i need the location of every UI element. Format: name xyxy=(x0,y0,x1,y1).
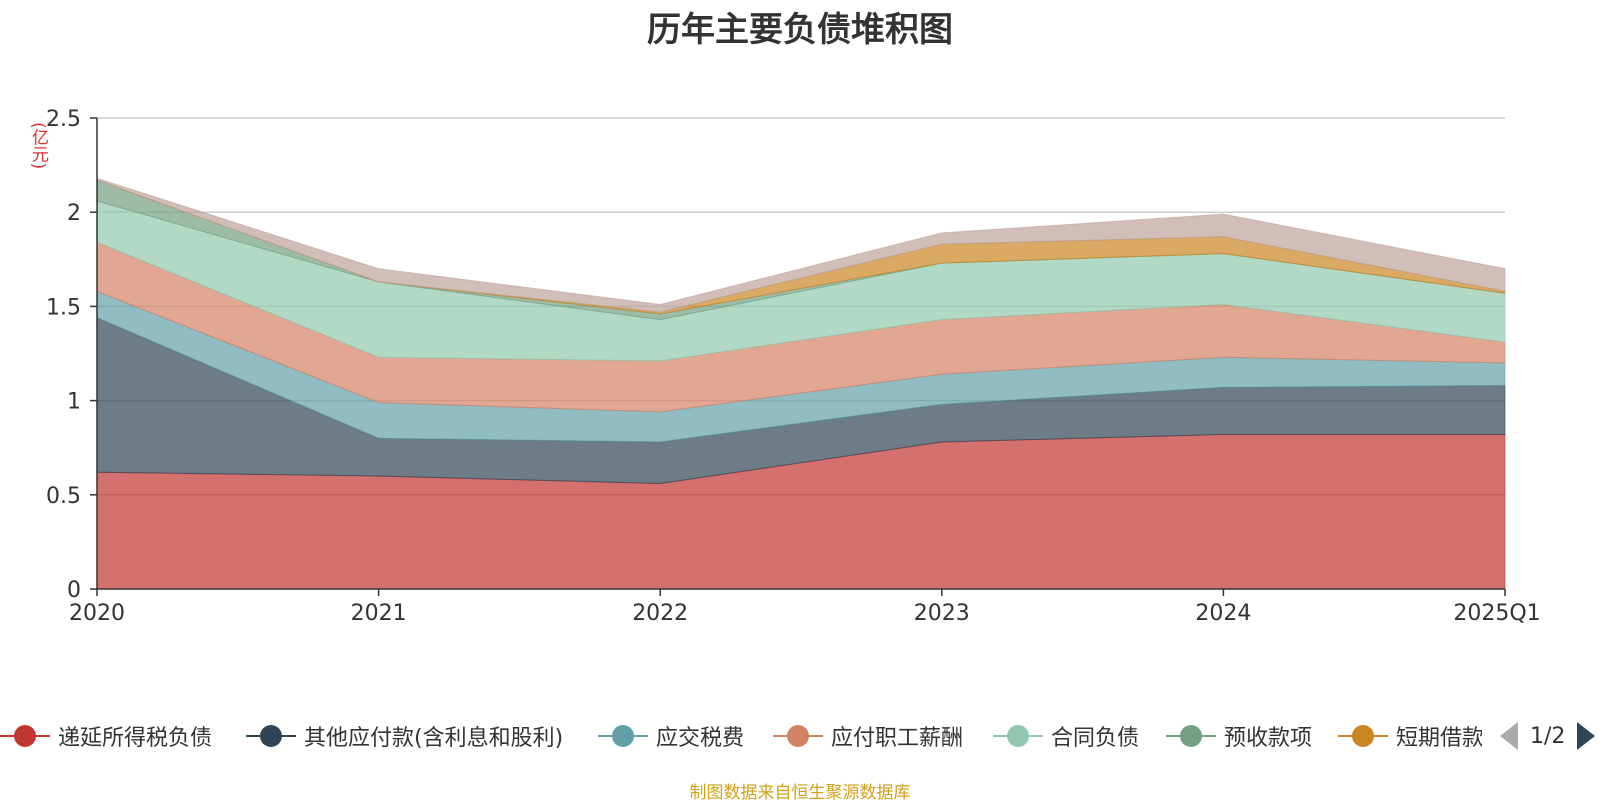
y-tick-label: 0.5 xyxy=(46,484,81,509)
legend-items: 递延所得税负债 其他应付款(含利息和股利) 应交税费 应付职工薪酬 合同负债 预收款项 短期… xyxy=(0,718,1482,754)
legend-marker-icon xyxy=(993,724,1043,748)
legend-label: 其他应付款(含利息和股利) xyxy=(304,726,564,751)
chart-title: 历年主要负债堆积图 xyxy=(647,10,953,50)
legend-item[interactable]: 预收款项 xyxy=(1166,718,1312,754)
legend-label: 应付职工薪酬 xyxy=(831,726,964,751)
prev-page-icon[interactable] xyxy=(1500,722,1518,750)
legend-item[interactable]: 应交税费 xyxy=(598,718,744,754)
legend-item[interactable]: 递延所得税负债 xyxy=(0,718,212,754)
y-tick-label: 2.5 xyxy=(46,107,81,132)
legend-marker-icon xyxy=(1166,724,1216,748)
legend-label: 预收款项 xyxy=(1224,726,1313,751)
legend-label: 递延所得税负债 xyxy=(58,726,213,751)
legend-item[interactable]: 其他应付款(含利息和股利) xyxy=(246,718,563,754)
legend-marker-icon xyxy=(773,724,823,748)
x-tick-label: 2023 xyxy=(914,601,970,626)
x-tick-label: 2025Q1 xyxy=(1453,601,1540,626)
chart-plot: 0 0.5 1 1.5 2 2.5 2020 2021 2022 2023 2024 2025Q1 xyxy=(46,107,1541,626)
legend-pager: 1/2 xyxy=(1500,718,1596,754)
legend-page-indicator: 1/2 xyxy=(1530,723,1566,749)
x-tick-label: 2022 xyxy=(632,601,688,626)
x-tick-label: 2020 xyxy=(69,601,125,626)
legend-item[interactable]: 合同负债 xyxy=(993,718,1139,754)
y-tick-label: 1.5 xyxy=(46,295,81,320)
legend-marker-icon xyxy=(598,724,648,748)
x-tick-label: 2021 xyxy=(351,601,407,626)
y-tick-label: 2 xyxy=(67,201,81,226)
legend-label: 应交税费 xyxy=(656,726,745,751)
legend-label: 短期借款 xyxy=(1396,726,1482,751)
next-page-icon[interactable] xyxy=(1577,722,1596,750)
y-axis-unit: (亿元) xyxy=(28,122,48,170)
x-tick-label: 2024 xyxy=(1195,601,1251,626)
y-tick-label: 1 xyxy=(67,390,81,415)
source-note: 制图数据来自恒生聚源数据库 xyxy=(689,783,911,803)
legend-item[interactable]: 应付职工薪酬 xyxy=(773,718,963,754)
legend-marker-icon xyxy=(246,724,296,748)
legend: 递延所得税负债 其他应付款(含利息和股利) 应交税费 应付职工薪酬 合同负债 预收款项 短期… xyxy=(0,718,1600,754)
y-tick-label: 0 xyxy=(67,578,81,603)
legend-marker-icon xyxy=(1338,724,1388,748)
area-series-7 xyxy=(96,177,1506,313)
legend-item[interactable]: 短期借款 xyxy=(1338,718,1482,754)
legend-label: 合同负债 xyxy=(1051,726,1140,751)
legend-marker-icon xyxy=(0,724,50,748)
